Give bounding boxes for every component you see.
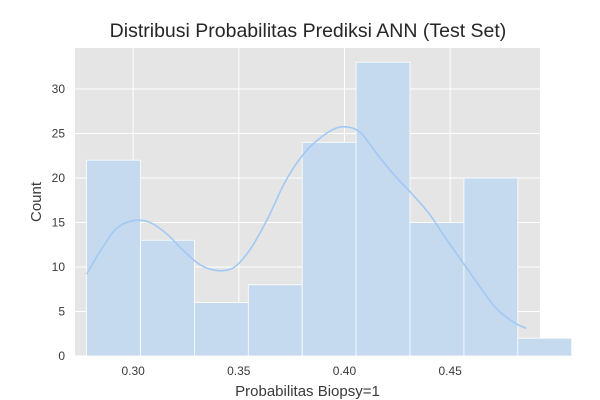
- x-axis-label: Probabilitas Biopsy=1: [235, 383, 380, 400]
- y-tick-label: 20: [52, 171, 66, 185]
- histogram-bar: [194, 302, 249, 357]
- y-tick-label: 0: [58, 349, 65, 363]
- x-tick-label: 0.40: [333, 364, 357, 378]
- axis-ticks: 0.30 0.35 0.40 0.45 0 5 10 15 20 25 30: [52, 82, 463, 378]
- y-tick-label: 30: [52, 82, 66, 96]
- y-tick-label: 5: [58, 304, 65, 318]
- histogram-bar: [301, 141, 357, 357]
- histogram-bar: [517, 337, 573, 357]
- x-tick-label: 0.45: [438, 364, 462, 378]
- histogram-bar: [247, 284, 303, 357]
- y-tick-label: 15: [52, 215, 66, 229]
- histogram-bar: [86, 159, 141, 357]
- kde-curve: [85, 125, 527, 330]
- histogram-bar: [355, 61, 411, 357]
- histogram-bar: [140, 239, 195, 357]
- chart-title: Distribusi Probabilitas Prediksi ANN (Te…: [109, 20, 507, 42]
- x-tick-label: 0.35: [227, 364, 251, 378]
- x-tick-label: 0.30: [121, 364, 145, 378]
- histogram-bar: [409, 222, 465, 357]
- histogram-bars: [86, 61, 573, 357]
- y-axis-label: Count: [28, 181, 45, 222]
- y-tick-label: 25: [52, 126, 66, 140]
- y-tick-label: 10: [52, 260, 66, 274]
- histogram-bar: [463, 177, 519, 357]
